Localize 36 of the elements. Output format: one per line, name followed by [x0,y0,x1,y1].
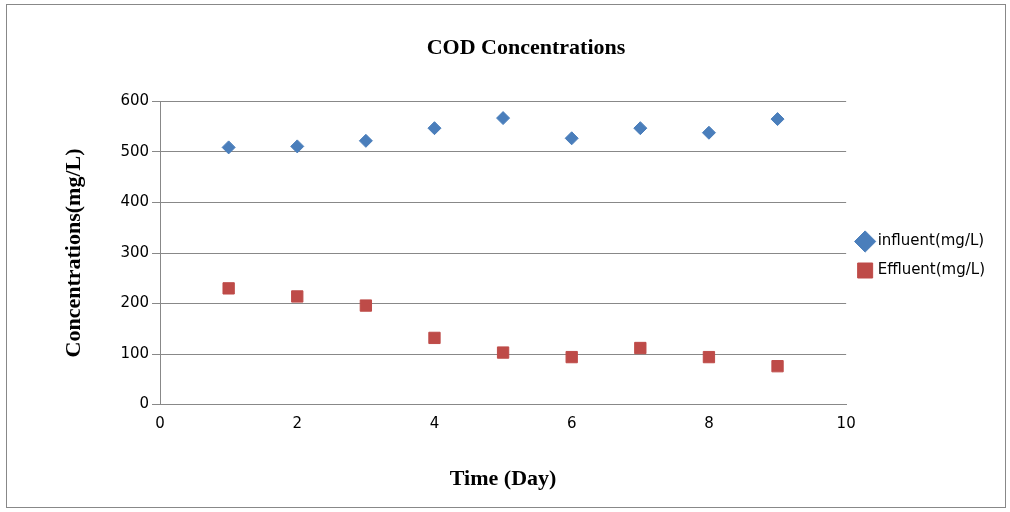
x-tick-label: 10 [836,414,856,433]
point [359,299,373,312]
y-tick-label: 300 [120,242,150,261]
point [634,341,647,355]
point [564,131,579,146]
x-tick-label: 0 [155,414,165,433]
point [222,282,235,295]
legend-label: influent(mg/L) [877,231,985,250]
y-tick-label: 400 [120,192,150,211]
chart-title: COD Concentrations [426,33,626,59]
x-tick-label: 8 [704,414,714,433]
point [702,350,716,364]
y-tick-label: 200 [120,293,150,312]
point [290,139,305,154]
point [358,133,373,148]
y-axis-title: Concentrations(mg/L) [59,148,85,358]
y-tick-label: 100 [120,343,150,362]
point [496,111,511,126]
y-tick-label: 500 [120,141,150,160]
point [427,121,442,136]
y-tick-label: 600 [120,91,150,110]
point [221,140,236,155]
point [633,121,648,136]
point [701,125,716,140]
point [565,350,578,364]
x-tick-label: 2 [292,414,303,433]
point [428,331,441,345]
x-tick-label: 4 [429,414,440,433]
legend-label: Effluent(mg/L) [877,260,986,279]
point [770,112,785,127]
point [771,360,784,373]
point [496,346,510,359]
point [291,290,304,303]
x-axis-title: Time (Day) [449,465,557,491]
x-tick-label: 6 [566,414,577,433]
y-tick-label: 0 [139,394,150,413]
